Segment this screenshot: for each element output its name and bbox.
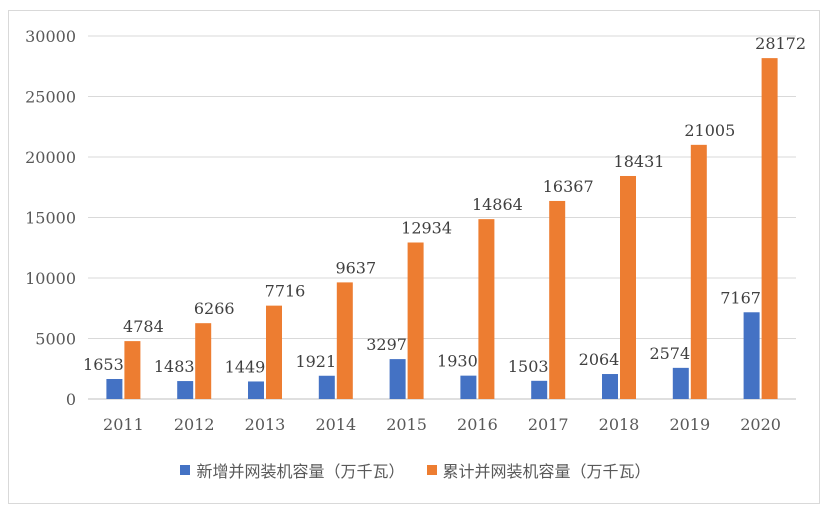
bar-cumulative-capacity [195, 323, 212, 399]
y-tick-label: 20000 [25, 148, 76, 167]
bar-cumulative-capacity [549, 200, 566, 399]
legend-label-cumulative-capacity: 累计并网装机容量（万千瓦） [442, 462, 651, 481]
data-label-cumulative-capacity: 6266 [194, 299, 235, 318]
x-tick-label: 2017 [528, 415, 569, 434]
data-label-cumulative-capacity: 21005 [684, 121, 735, 140]
data-label-new-capacity: 3297 [366, 335, 407, 354]
x-tick-label: 2020 [740, 415, 781, 434]
legend-item-cumulative-capacity: 累计并网装机容量（万千瓦） [426, 458, 651, 482]
data-label-cumulative-capacity: 28172 [755, 34, 806, 53]
data-label-new-capacity: 7167 [720, 288, 761, 307]
x-tick-label: 2012 [174, 415, 215, 434]
bar-new-capacity [248, 381, 264, 399]
y-tick-label: 30000 [25, 27, 76, 46]
x-tick-label: 2015 [386, 415, 427, 434]
data-label-new-capacity: 1653 [83, 355, 124, 374]
x-tick-label: 2019 [669, 415, 710, 434]
legend-swatch-new-capacity [180, 465, 191, 475]
y-tick-label: 25000 [25, 88, 76, 107]
bar-new-capacity [106, 378, 123, 399]
bar-new-capacity [602, 374, 618, 399]
data-label-cumulative-capacity: 16367 [543, 177, 594, 196]
y-tick-label: 10000 [25, 269, 76, 288]
y-tick-label: 15000 [25, 209, 76, 228]
bar-new-capacity [460, 375, 477, 399]
data-label-new-capacity: 2064 [579, 350, 620, 369]
data-label-new-capacity: 1921 [295, 352, 336, 371]
bar-new-capacity [177, 381, 194, 399]
legend-label-new-capacity: 新增并网装机容量（万千瓦） [196, 462, 405, 481]
x-tick-label: 2013 [245, 415, 286, 434]
bar-new-capacity [389, 359, 406, 399]
data-label-new-capacity: 2574 [649, 344, 690, 363]
data-label-cumulative-capacity: 12934 [401, 218, 452, 237]
legend-swatch-cumulative-capacity [426, 465, 437, 475]
x-tick-label: 2011 [103, 415, 144, 434]
data-label-cumulative-capacity: 14864 [472, 195, 523, 214]
bar-cumulative-capacity [761, 58, 778, 399]
data-label-new-capacity: 1503 [508, 357, 549, 376]
bar-cumulative-capacity [407, 242, 424, 399]
bar-cumulative-capacity [266, 305, 282, 399]
data-label-cumulative-capacity: 18431 [614, 152, 665, 171]
bar-cumulative-capacity [336, 282, 353, 399]
y-tick-label: 0 [66, 390, 76, 409]
bar-cumulative-capacity [690, 144, 707, 399]
bar-cumulative-capacity [124, 341, 141, 399]
bar-cumulative-capacity [620, 175, 636, 399]
x-tick-label: 2016 [457, 415, 498, 434]
bar-new-capacity [318, 375, 335, 399]
bar-new-capacity [531, 380, 548, 399]
x-tick-label: 2014 [315, 415, 356, 434]
data-label-new-capacity: 1449 [225, 357, 266, 376]
data-label-cumulative-capacity: 9637 [335, 258, 376, 277]
x-tick-label: 2018 [599, 415, 640, 434]
y-tick-label: 5000 [35, 330, 76, 349]
bar-cumulative-capacity [478, 219, 495, 399]
data-label-new-capacity: 1483 [154, 357, 195, 376]
bar-new-capacity [743, 312, 760, 399]
data-label-new-capacity: 1930 [437, 352, 478, 371]
legend: 新增并网装机容量（万千瓦） 累计并网装机容量（万千瓦） [0, 458, 831, 482]
data-label-cumulative-capacity: 4784 [123, 317, 164, 336]
legend-item-new-capacity: 新增并网装机容量（万千瓦） [180, 458, 405, 482]
data-label-cumulative-capacity: 7716 [265, 282, 306, 301]
bar-new-capacity [672, 367, 689, 399]
